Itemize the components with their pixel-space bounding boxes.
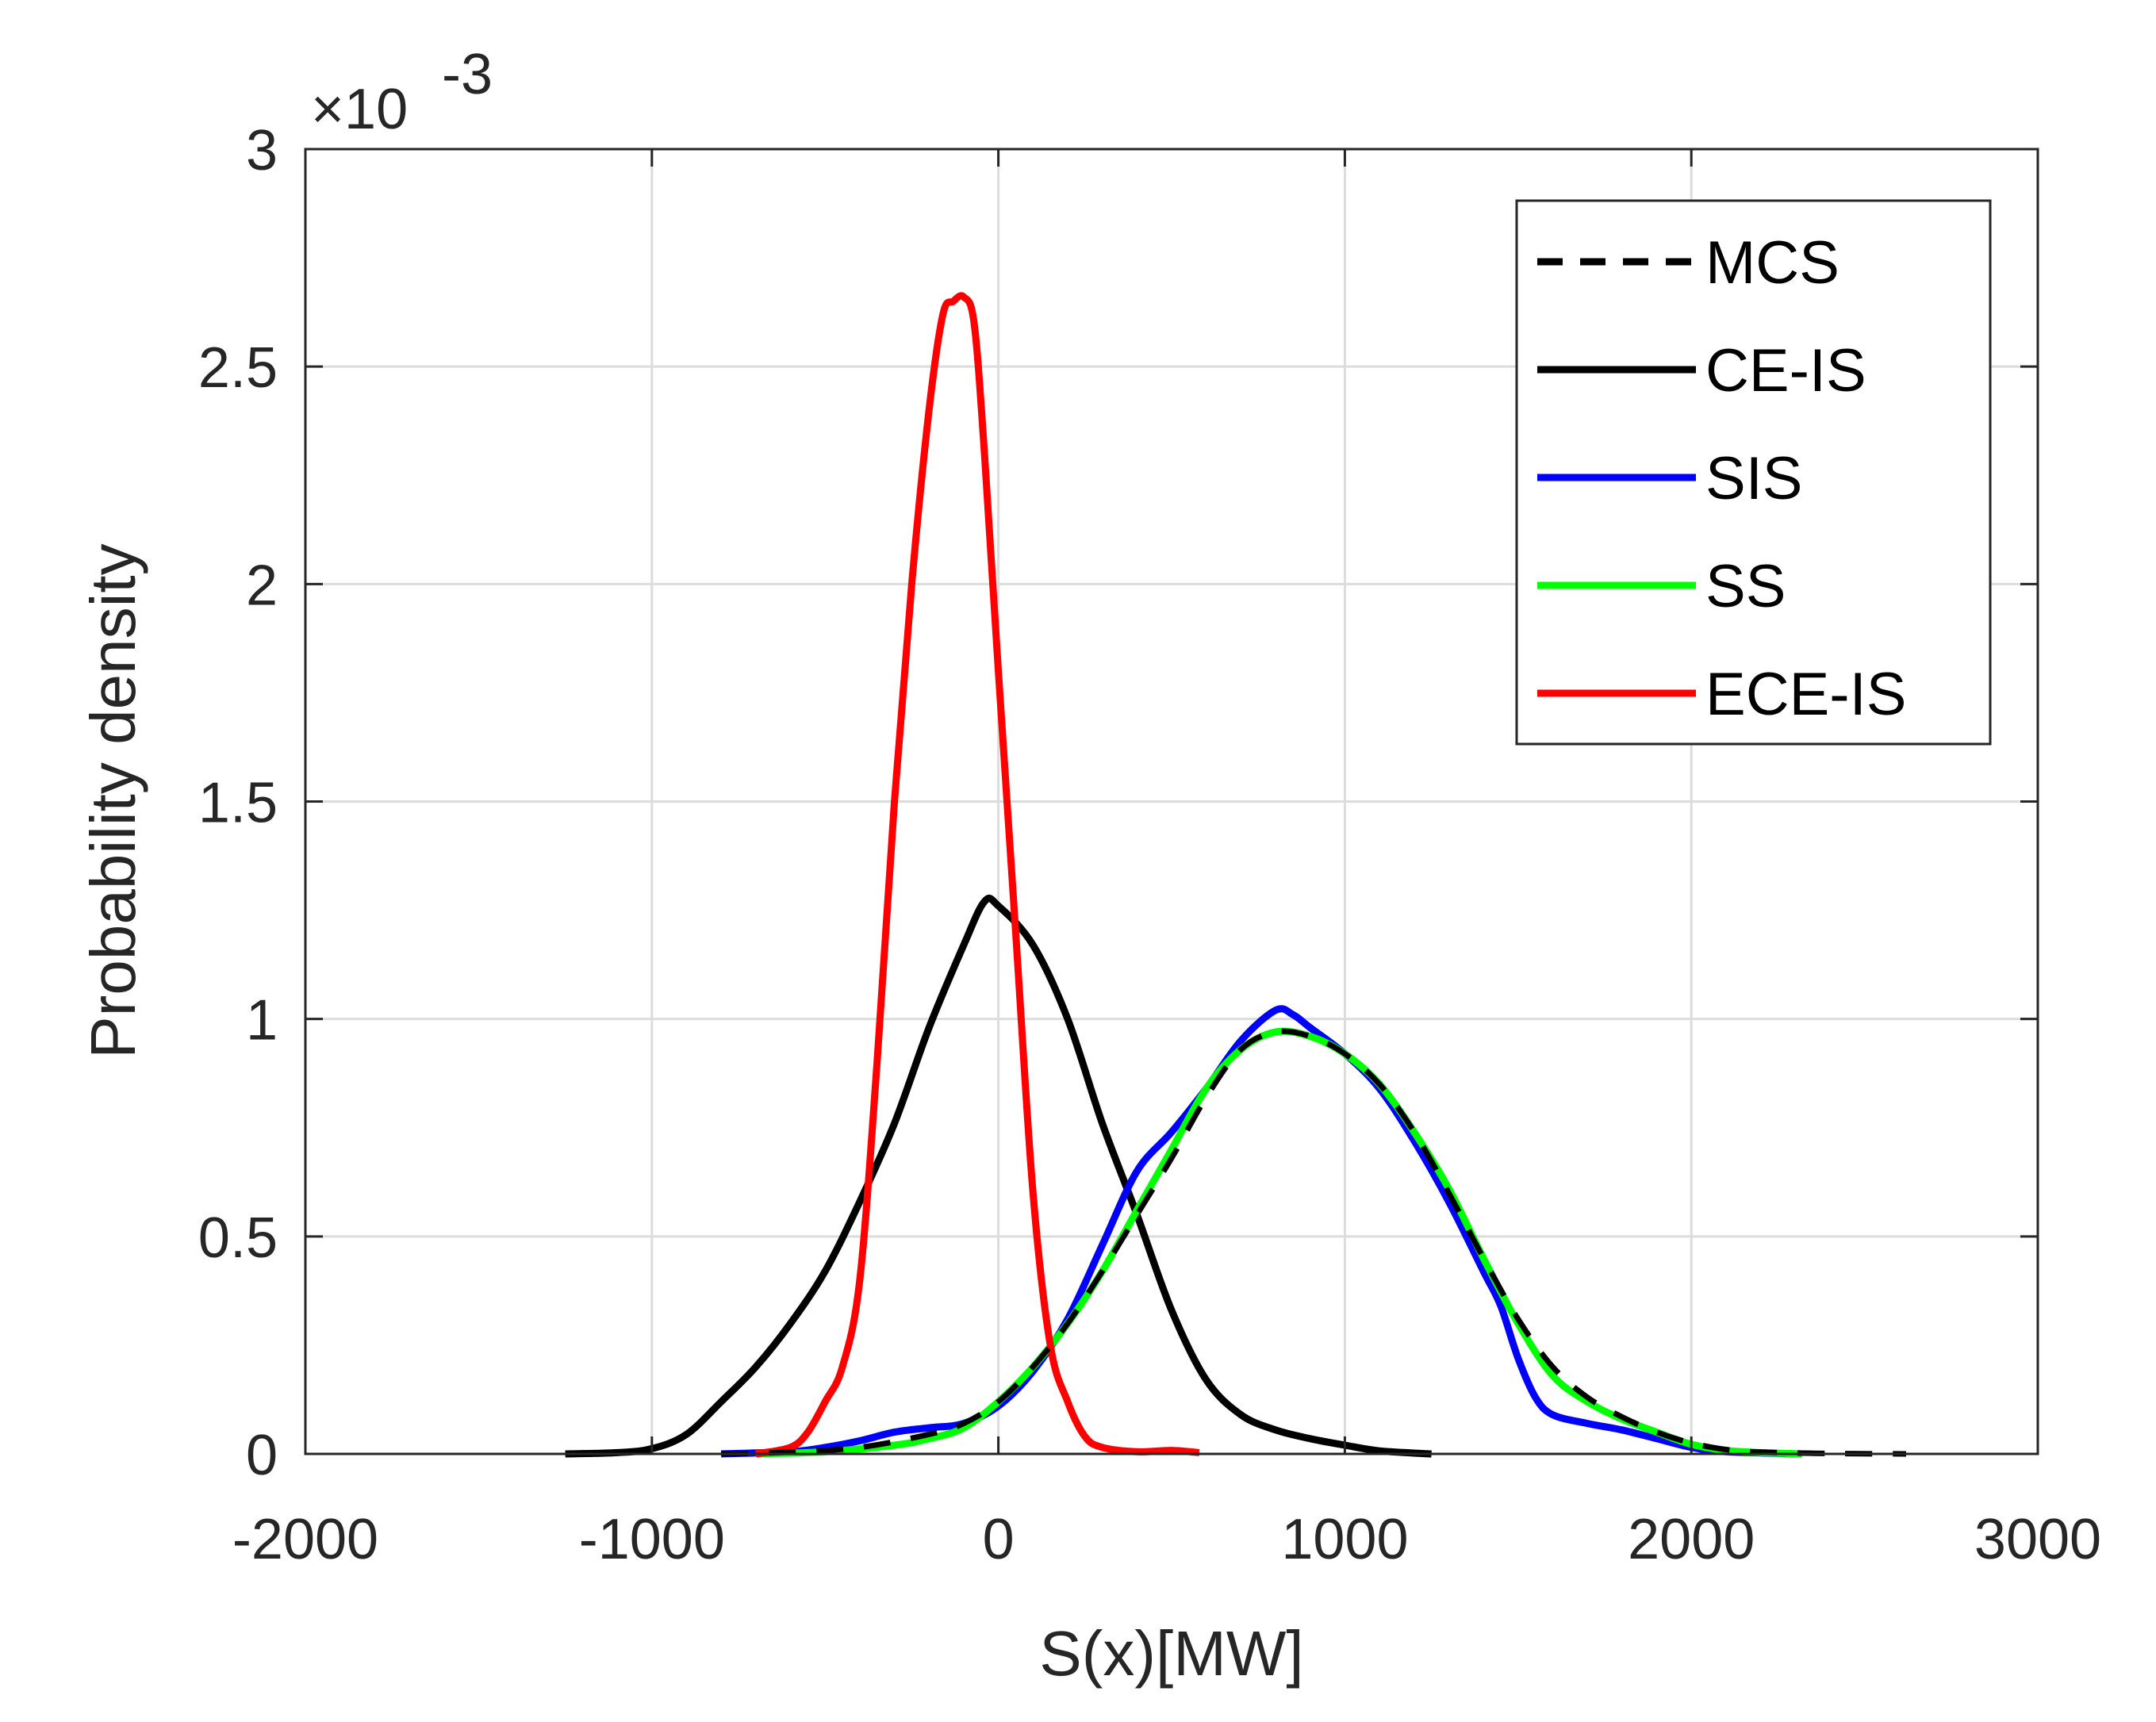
x-tick-label: 3000 [1974, 1508, 2101, 1571]
legend: MCS CE-IS SIS SS ECE-IS [1515, 199, 1992, 746]
y-tick-label: 0 [246, 1424, 278, 1487]
y-tick-label: 3 [246, 119, 278, 182]
legend-label-sis: SIS [1705, 445, 1803, 512]
x-axis-label: S(x)[MW] [1039, 1618, 1303, 1689]
legend-label-ece-is: ECE-IS [1705, 661, 1906, 728]
y-exponent: ×10 -3 [311, 43, 493, 141]
legend-box [1515, 199, 1992, 746]
x-tick-label: -2000 [232, 1508, 378, 1571]
x-tick-label: 0 [983, 1508, 1015, 1571]
x-tick-label: 2000 [1628, 1508, 1755, 1571]
y-tick-label: 2.5 [198, 336, 278, 400]
ticks [304, 148, 2039, 1455]
series-ece-is [754, 292, 1200, 1458]
series-mcs [721, 1028, 1907, 1457]
series-layer [565, 292, 1907, 1458]
series-ce-is [565, 894, 1432, 1458]
y-tick-label: 1.5 [198, 772, 278, 835]
x-tick-label: 1000 [1281, 1508, 1408, 1571]
y-axis-label: Probability density [78, 543, 148, 1058]
legend-label-ce-is: CE-IS [1705, 337, 1866, 405]
legend-label-mcs: MCS [1705, 229, 1840, 297]
y-tick-label: 0.5 [198, 1206, 278, 1270]
tick-labels: -2000 -1000 0 1000 2000 3000 0 0.5 1 1.5 2 2.5 3 [198, 119, 2101, 1571]
y-tick-label: 2 [246, 554, 278, 617]
y-exponent-base: ×10 [311, 78, 408, 141]
series-sis [721, 1005, 1796, 1458]
legend-label-ss: SS [1705, 553, 1786, 620]
x-tick-label: -1000 [579, 1508, 725, 1571]
y-exponent-power: -3 [442, 43, 493, 106]
y-tick-label: 1 [246, 989, 278, 1053]
